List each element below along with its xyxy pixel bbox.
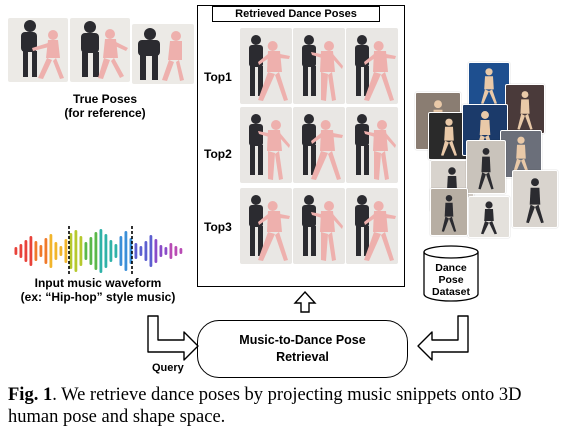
true-pose-photo-3 xyxy=(132,24,194,84)
dataset-label-line1: Dance xyxy=(435,262,467,274)
dataset-photo xyxy=(505,84,545,134)
music-to-dance-retrieval-box: Music-to-Dance Pose Retrieval xyxy=(197,320,408,378)
waveform-bar xyxy=(24,240,28,262)
waveform-bar xyxy=(149,235,153,267)
dataset-label-line3: Dataset xyxy=(432,286,470,298)
waveform-bar xyxy=(74,230,78,272)
retrieval-title-line1: Music-to-Dance Pose xyxy=(239,333,366,347)
caption-prefix: Fig. 1 xyxy=(8,385,53,405)
true-poses-subtitle: (for reference) xyxy=(64,106,146,120)
waveform-bar xyxy=(49,234,53,268)
up-arrow-icon xyxy=(293,290,317,313)
waveform-bar xyxy=(59,246,63,256)
waveform-bar xyxy=(29,236,33,266)
waveform-bar xyxy=(39,245,43,257)
waveform-bar xyxy=(174,246,178,256)
retrieved-pose-photo xyxy=(346,188,398,264)
waveform-title: Input music waveform xyxy=(34,276,162,290)
retrieved-pose-photo xyxy=(293,107,345,183)
retrieved-pose-photo xyxy=(240,188,292,264)
waveform-bar xyxy=(144,241,148,261)
waveform-bar xyxy=(34,241,38,261)
true-pose-figure-2 xyxy=(81,21,128,79)
waveform-bar xyxy=(44,238,48,264)
waveform-bar xyxy=(119,236,123,266)
dataset-photo xyxy=(468,62,510,108)
waveform-bar xyxy=(54,242,58,260)
waveform-bar xyxy=(134,243,138,259)
true-poses-label: True Poses (for reference) xyxy=(40,92,170,120)
waveform-bar xyxy=(104,234,108,268)
retrieved-pose-photo xyxy=(346,107,398,183)
retrieved-pose-photo xyxy=(240,107,292,183)
waveform-bar xyxy=(19,244,23,258)
waveform-bar xyxy=(179,248,183,254)
waveform-bar xyxy=(69,233,73,269)
caption-text: . We retrieve dance poses by projecting … xyxy=(8,385,522,427)
top1-label: Top1 xyxy=(204,70,232,84)
figure-caption: Fig. 1. We retrieve dance poses by proje… xyxy=(8,384,570,428)
waveform-bar xyxy=(124,231,128,271)
waveform-bar xyxy=(84,242,88,260)
retrieved-pose-photo xyxy=(293,28,345,104)
retrieved-poses-title: Retrieved Dance Poses xyxy=(212,6,380,22)
waveform-bar xyxy=(109,240,113,262)
waveform-bar xyxy=(14,247,18,255)
music-waveform-icon xyxy=(14,226,183,276)
true-pose-figure-3 xyxy=(138,28,184,81)
dataset-photo xyxy=(466,140,506,194)
retrieved-pose-photo xyxy=(240,28,292,104)
dataset-photo xyxy=(430,188,468,236)
waveform-subtitle: (ex: “Hip-hop” style music) xyxy=(20,290,176,304)
waveform-bar xyxy=(79,236,83,266)
retrieval-title-line2: Retrieval xyxy=(276,350,329,364)
waveform-bar xyxy=(154,239,158,263)
top2-label: Top2 xyxy=(204,147,232,161)
true-pose-photo-2 xyxy=(70,18,130,82)
waveform-bar xyxy=(64,239,68,263)
dataset-photo xyxy=(512,170,558,228)
retrieved-pose-photo xyxy=(346,28,398,104)
true-pose-figure-1 xyxy=(21,20,64,79)
top3-label: Top3 xyxy=(204,220,232,234)
query-label: Query xyxy=(152,362,184,374)
dataset-arrow-icon xyxy=(417,315,469,361)
true-pose-photo-1 xyxy=(8,18,68,82)
waveform-bar xyxy=(169,243,173,259)
waveform-bar xyxy=(94,232,98,270)
query-arrow-icon xyxy=(147,315,199,361)
dataset-label: Dance Pose Dataset xyxy=(424,262,478,298)
waveform-bar xyxy=(159,245,163,257)
waveform-bar xyxy=(139,246,143,256)
true-poses-title: True Poses xyxy=(72,92,138,106)
retrieved-poses-panel xyxy=(197,5,405,287)
waveform-bar xyxy=(114,244,118,258)
waveform-bar xyxy=(99,229,103,273)
database-cylinder-icon xyxy=(423,245,479,302)
waveform-bar xyxy=(164,247,168,255)
waveform-label: Input music waveform (ex: “Hip-hop” styl… xyxy=(0,276,196,304)
retrieved-pose-photo xyxy=(293,188,345,264)
waveform-bar xyxy=(89,237,93,265)
dataset-photo xyxy=(468,196,510,238)
dataset-label-line2: Pose xyxy=(438,274,464,286)
